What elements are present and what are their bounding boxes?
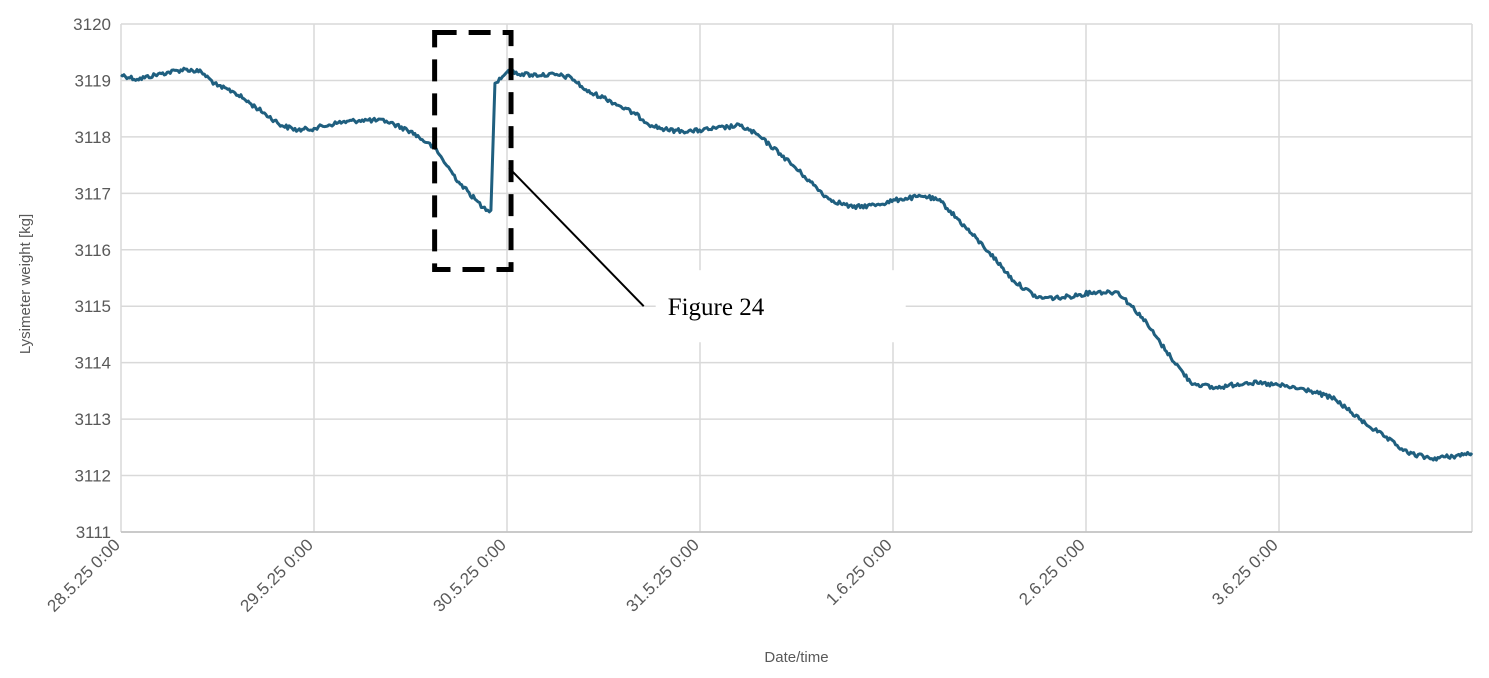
y-tick-label: 3115 xyxy=(74,297,111,316)
y-tick-label: 3112 xyxy=(74,467,111,486)
y-axis-title: Lysimeter weight [kg] xyxy=(17,214,34,354)
x-tick-label: 2.6.25 0:00 xyxy=(1015,535,1089,609)
callout-label: Figure 24 xyxy=(668,294,765,321)
x-axis-title: Date/time xyxy=(764,649,828,666)
y-tick-label: 3114 xyxy=(74,354,111,373)
y-tick-label: 3113 xyxy=(74,410,111,429)
annotation-box xyxy=(432,29,514,273)
y-tick-label: 3118 xyxy=(74,128,111,147)
y-tick-label: 3111 xyxy=(76,523,111,542)
y-tick-label: 3117 xyxy=(74,184,111,203)
x-tick-label: 1.6.25 0:00 xyxy=(822,535,896,609)
x-tick-label: 3.6.25 0:00 xyxy=(1208,535,1282,609)
callout-background xyxy=(655,270,906,343)
y-tick-label: 3120 xyxy=(73,15,111,34)
series-line xyxy=(120,66,1474,462)
x-tick-labels: 28.5.25 0:00 29.5.25 0:00 30.5.25 0:00 31.5… xyxy=(44,535,1282,615)
y-tick-labels: 3111 3112 3113 3114 3115 3116 3117 3118 3119 3120 xyxy=(73,15,111,542)
y-tick-label: 3116 xyxy=(74,241,111,260)
callout-line xyxy=(508,167,645,307)
x-tick-label: 31.5.25 0:00 xyxy=(623,535,703,615)
x-tick-label: 30.5.25 0:00 xyxy=(430,535,510,615)
y-tick-label: 3119 xyxy=(74,71,111,90)
x-tick-label: 28.5.25 0:00 xyxy=(44,535,124,615)
x-tick-label: 29.5.25 0:00 xyxy=(237,535,317,615)
